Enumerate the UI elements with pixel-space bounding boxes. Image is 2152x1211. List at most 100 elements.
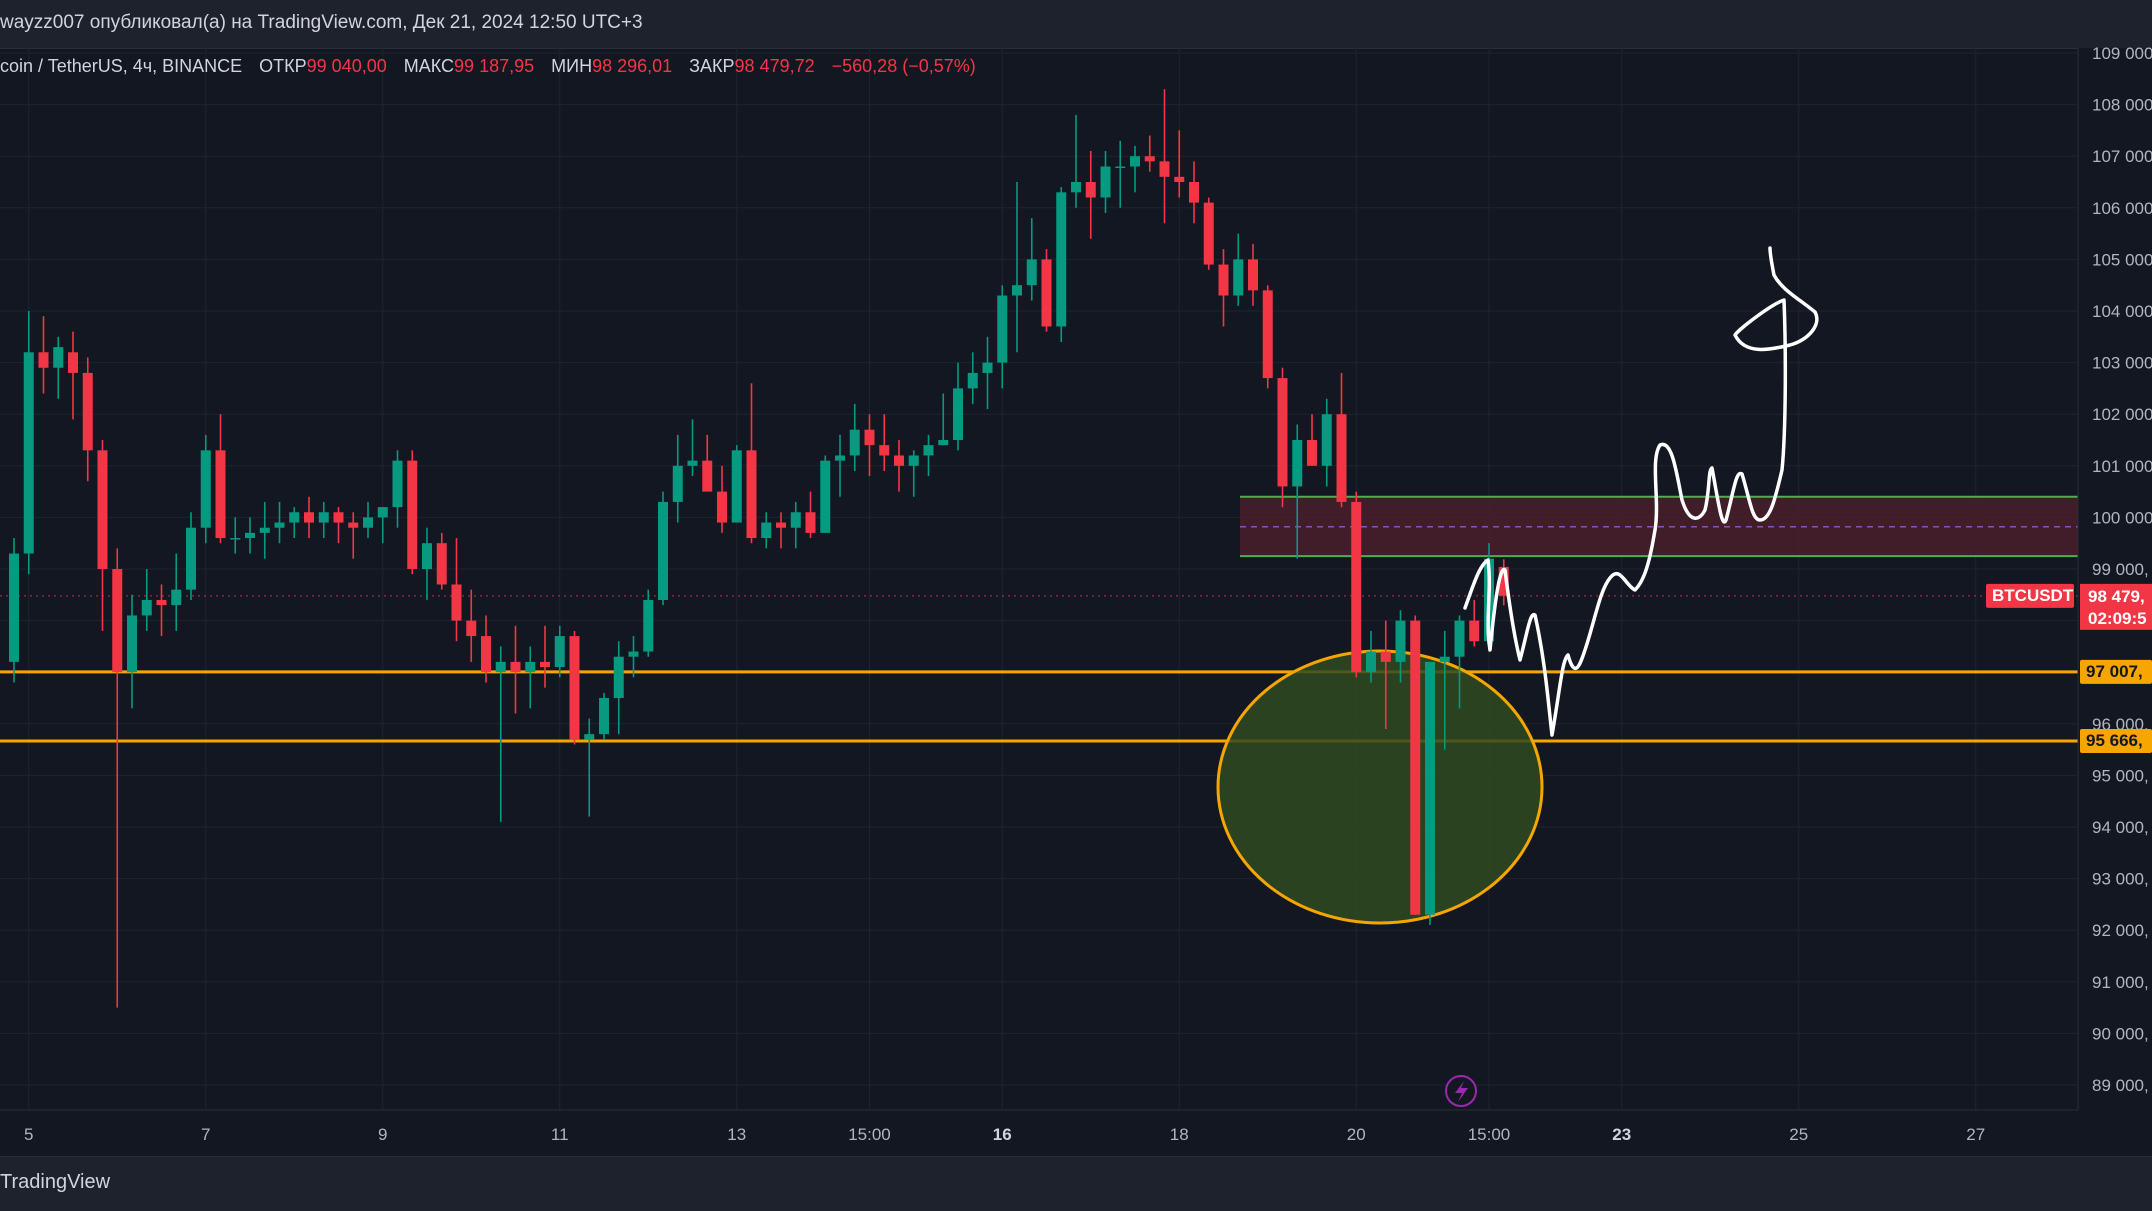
candle-body — [451, 584, 462, 621]
candle — [1321, 398, 1332, 487]
candle-body — [23, 352, 34, 554]
time-axis[interactable]: 5 7 9 11 13 15:00 16 18 20 15:00 23 25 27 — [0, 1109, 2078, 1144]
candle-body — [259, 527, 270, 533]
resistance-zone[interactable] — [1240, 495, 2078, 558]
footer-bar: TradingView — [0, 1156, 2152, 1211]
candle — [1351, 491, 1362, 678]
close-label: ЗАКР — [689, 56, 735, 76]
candle — [554, 625, 565, 678]
candle-body — [982, 362, 993, 373]
candle — [1041, 249, 1052, 332]
candle-body — [1262, 290, 1273, 379]
candle — [1277, 367, 1288, 508]
candle-body — [274, 522, 285, 528]
candle-body — [348, 522, 359, 528]
candle-body — [510, 661, 521, 673]
candle — [156, 584, 167, 637]
support2-tag: 95 666, — [2080, 729, 2152, 754]
candle — [1336, 372, 1347, 508]
event-marker[interactable] — [1445, 1075, 1477, 1107]
support2-tag-text: 95 666, — [2086, 731, 2143, 750]
candle-body — [628, 651, 639, 657]
symbol-tag-bg — [1986, 583, 2074, 608]
candle-body — [466, 620, 477, 637]
candle-body — [1307, 440, 1317, 466]
candle — [289, 507, 300, 539]
last-price-tag-bg — [2080, 583, 2152, 630]
candle-body — [1380, 651, 1391, 662]
support2-tag-bg — [2080, 729, 2152, 754]
candle — [687, 419, 698, 477]
time-tick-label: 15:00 — [1468, 1125, 1511, 1144]
candle-body — [407, 460, 418, 569]
candle-body — [1336, 414, 1347, 502]
time-tick-label: 9 — [378, 1125, 387, 1144]
candle — [9, 538, 19, 683]
chart-area[interactable]: 109 000, 108 000, 107 000, 106 000, 105 000,… — [0, 0, 2152, 1156]
ohlc-legend: coin / TetherUS, 4ч, BINANCE ОТКР99 040,… — [0, 56, 976, 77]
candle-body — [1159, 161, 1170, 177]
candle-body — [1056, 192, 1067, 327]
candle — [451, 538, 462, 642]
freehand-drawing[interactable] — [1463, 246, 1819, 737]
candle-body — [1071, 182, 1081, 193]
candle — [245, 517, 255, 554]
candle-body — [215, 450, 226, 539]
candle-body — [422, 543, 432, 569]
candle-body — [1292, 440, 1303, 487]
candle-body — [761, 522, 772, 539]
demand-ellipse-shape — [1216, 649, 1544, 925]
candle — [392, 450, 403, 528]
candle-body — [82, 372, 93, 451]
candle — [1100, 151, 1111, 213]
candle — [776, 512, 786, 549]
candle-body — [938, 440, 949, 446]
price-tick-label: 104 000, — [2092, 302, 2152, 321]
countdown-text: 02:09:5 — [2088, 609, 2147, 628]
candle-body — [1454, 620, 1465, 657]
candle — [879, 414, 890, 471]
candle-body — [997, 295, 1008, 363]
price-tick-label: 89 000, — [2092, 1076, 2149, 1095]
candle — [1454, 615, 1465, 709]
candle — [481, 615, 491, 683]
price-tick-label: 109 000, — [2092, 44, 2152, 63]
tradingview-brand[interactable]: TradingView — [0, 1171, 111, 1193]
candle-body — [1012, 285, 1022, 296]
candle-body — [200, 450, 211, 528]
candle — [1366, 630, 1376, 683]
candle — [1071, 114, 1081, 208]
demand-ellipse[interactable] — [1216, 649, 1544, 925]
price-tick-label: 101 000, — [2092, 457, 2152, 476]
support-lines[interactable] — [0, 595, 2078, 743]
candle-body — [1026, 259, 1037, 286]
candle — [997, 285, 1008, 389]
time-tick-label: 20 — [1347, 1125, 1366, 1144]
support1-tag: 97 007, — [2080, 659, 2152, 684]
candle — [422, 527, 432, 600]
time-tick-label: 5 — [24, 1125, 33, 1144]
candle — [849, 403, 860, 471]
candle — [1498, 559, 1509, 606]
candle-body — [584, 734, 595, 740]
symbol-label[interactable]: coin / TetherUS, 4ч, BINANCE — [0, 56, 243, 76]
candle — [186, 512, 196, 600]
price-tick-label: 99 000, — [2092, 560, 2149, 579]
candle-body — [731, 450, 742, 523]
candle — [1307, 414, 1317, 466]
open-value: 99 040,00 — [306, 56, 387, 76]
candle-body — [658, 501, 668, 600]
candle-body — [1115, 166, 1126, 169]
candle — [672, 434, 683, 523]
change-value: −560,28 (−0,57%) — [831, 56, 976, 76]
candle — [584, 718, 595, 817]
price-axis[interactable]: 109 000, 108 000, 107 000, 106 000, 105 000,… — [2077, 44, 2152, 1110]
candle-body — [1439, 656, 1450, 662]
candle-body — [554, 636, 565, 668]
candle-body — [141, 599, 152, 616]
candle-body — [849, 429, 860, 456]
candle-body — [908, 455, 919, 466]
candle — [53, 336, 64, 399]
candle — [982, 336, 993, 410]
support1-tag-text: 97 007, — [2086, 662, 2143, 681]
